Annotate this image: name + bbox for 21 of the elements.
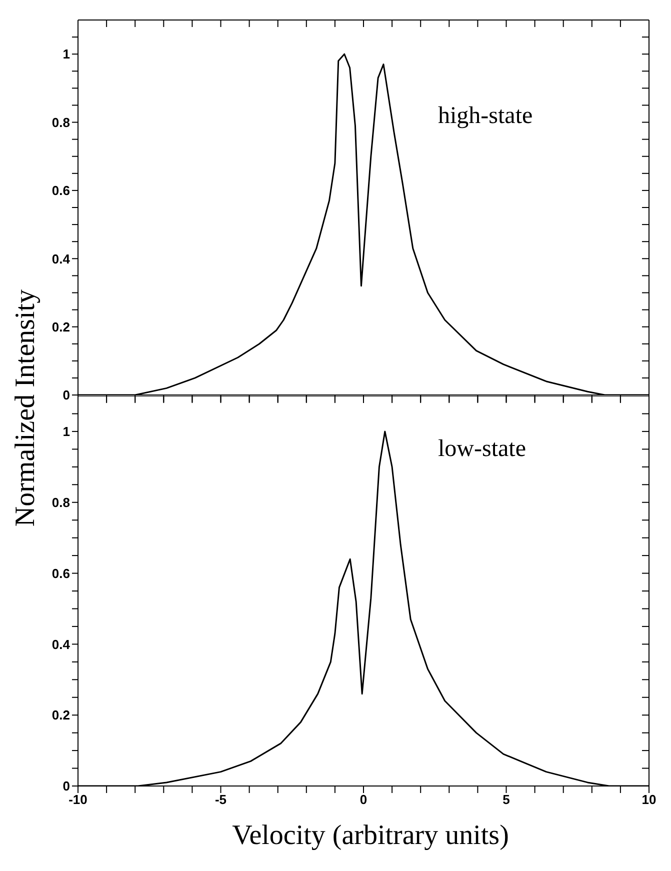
y-tick-label: 0.4 xyxy=(52,636,71,652)
y-tick-label: 0.8 xyxy=(52,494,70,510)
annotation: high-state xyxy=(438,103,533,130)
y-tick-label: 0.6 xyxy=(52,566,70,581)
x-tick-label: -10 xyxy=(68,792,88,808)
y-tick-label: 0.6 xyxy=(52,183,70,198)
y-tick-label: 0.2 xyxy=(52,708,70,723)
y-axis-title: Normalized Intensity xyxy=(10,289,42,527)
y-tick-label: 0.4 xyxy=(52,251,71,266)
y-tick-label: 1 xyxy=(62,46,70,62)
annotation: low-state xyxy=(438,436,526,463)
x-tick-label: -5 xyxy=(214,792,227,808)
y-tick-label: 0.8 xyxy=(52,114,70,130)
x-axis-title: Velocity (arbitrary units) xyxy=(231,820,510,852)
y-tick-label: 0 xyxy=(62,388,70,403)
y-tick-label: 0 xyxy=(62,778,70,794)
x-tick-label: 0 xyxy=(360,792,368,808)
y-tick-label: 0.2 xyxy=(52,319,70,334)
x-tick-label: 5 xyxy=(502,792,510,808)
x-tick-label: 10 xyxy=(642,792,656,808)
y-tick-label: 1 xyxy=(62,424,70,440)
